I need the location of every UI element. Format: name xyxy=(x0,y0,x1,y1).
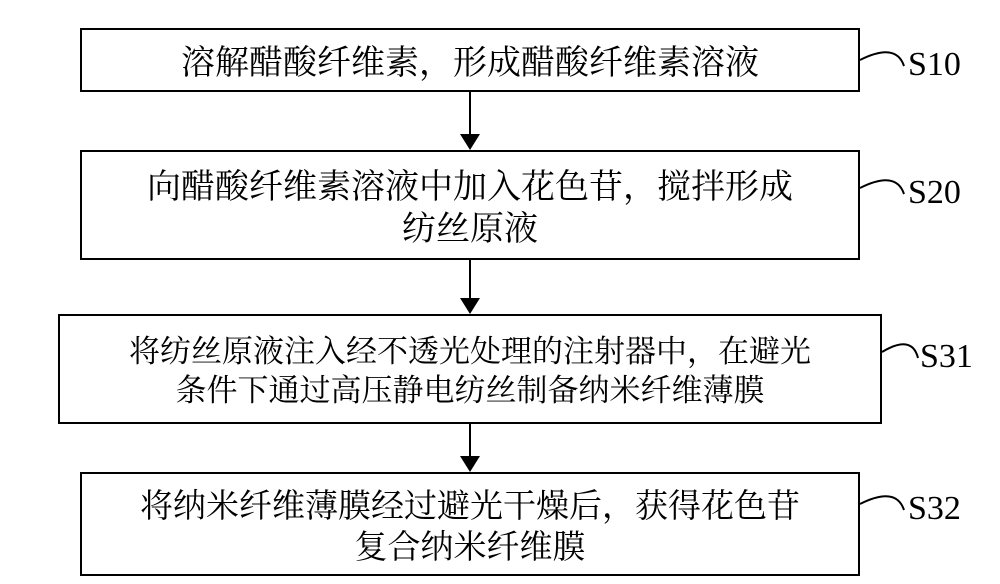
arrow-s10-s20-head xyxy=(460,134,480,150)
arrow-s20-s31-body xyxy=(469,260,471,300)
arrow-s20-s31-head xyxy=(460,298,480,314)
arrow-s31-s32-head xyxy=(460,456,480,472)
flowchart-canvas: 溶解醋酸纤维素，形成醋酸纤维素溶液 向醋酸纤维素溶液中加入花色苷，搅拌形成 纺丝… xyxy=(0,0,1000,584)
arrow-s31-s32-body xyxy=(469,424,471,458)
arrow-s10-s20-body xyxy=(469,92,471,136)
connector-s32 xyxy=(0,0,1000,584)
